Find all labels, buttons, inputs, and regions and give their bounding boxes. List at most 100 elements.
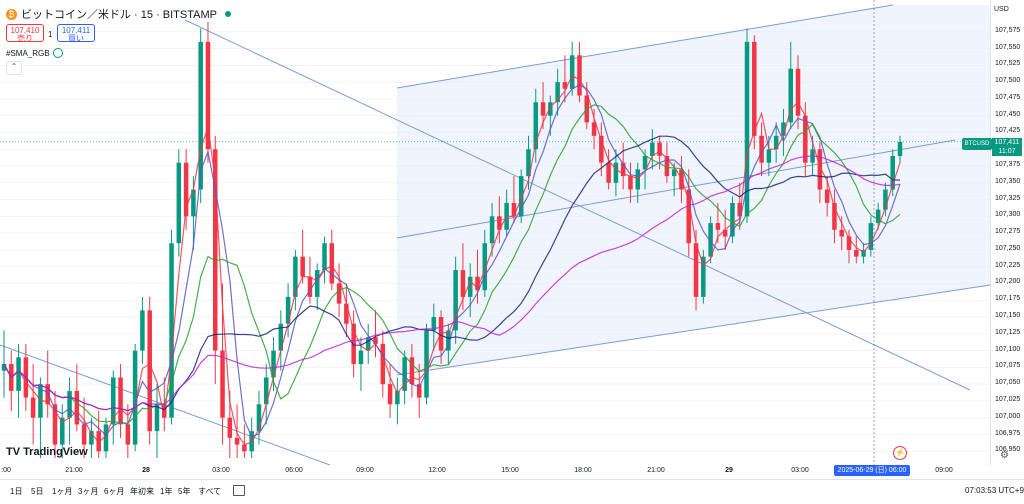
candle-body [285, 296, 291, 324]
price-tick: 107,125 [995, 328, 1021, 336]
candle-body [176, 162, 182, 244]
range-button[interactable]: 5日 [31, 487, 44, 496]
candle-body [96, 431, 101, 452]
bar-countdown: 11:07 [998, 148, 1016, 155]
candle-body [183, 162, 189, 217]
candle-body [555, 82, 560, 103]
time-tick: 29 [725, 467, 733, 474]
price-chart[interactable] [0, 0, 990, 465]
price-tick: 107,075 [995, 362, 1021, 370]
candle-body [533, 102, 539, 150]
indicator-name: #SMA_RGB [6, 48, 50, 58]
range-button[interactable]: 1ヶ月 [52, 487, 73, 496]
chart-area[interactable] [0, 0, 990, 465]
buy-button[interactable]: 107,411 買い [57, 24, 95, 43]
time-tick: 03:00 [791, 467, 809, 474]
candle-body [45, 384, 50, 405]
candle-body [453, 270, 458, 331]
candle-body [416, 384, 422, 398]
candle-body [883, 189, 888, 210]
range-button[interactable]: すべて [198, 487, 222, 496]
candle-body [212, 149, 218, 351]
range-button[interactable]: 年初来 [130, 487, 154, 496]
price-tick: 107,300 [995, 211, 1021, 219]
calendar-icon[interactable] [233, 485, 245, 496]
candle-body [38, 384, 43, 418]
candle-body [169, 243, 174, 418]
sell-button[interactable]: 107,410 売り [6, 24, 44, 43]
price-axis[interactable]: USD 107,575 107,550 107,525 107,500 107,475 1… [990, 0, 1024, 465]
candle-body [198, 41, 203, 190]
price-tick: 107,325 [995, 194, 1021, 202]
candle-body [402, 357, 407, 391]
time-tick: 15:00 [501, 467, 519, 474]
price-tick: 107,500 [995, 77, 1021, 85]
symbol-title[interactable]: ビットコイン／米ドル · 15 · BITSTAMP [21, 9, 217, 21]
trend-line [396, 4, 894, 89]
candle-body [271, 350, 276, 378]
crosshair-date: 2025-06-29 (日) [837, 467, 887, 474]
range-button[interactable]: 6ヶ月 [104, 487, 125, 496]
bolt-icon[interactable]: ⚡ [893, 446, 907, 460]
candle-body [16, 357, 21, 391]
time-tick: 18:00 [574, 467, 592, 474]
price-tick: 107,050 [995, 379, 1021, 387]
candle-body [293, 256, 298, 297]
candle-body [562, 82, 568, 89]
candle-body [482, 243, 488, 291]
settings-icon[interactable]: ⚙ [1000, 450, 1009, 461]
candle-body [278, 323, 284, 351]
time-tick: 21:00 [65, 467, 83, 474]
visibility-icon[interactable] [52, 48, 63, 58]
bottom-toolbar: 07:03:53 UTC+9 1日 5日 1ヶ月 3ヶ月 6ヶ月 年初来 1年 5年 すべて [0, 479, 1024, 504]
candle-body [147, 310, 152, 432]
candle-body [824, 189, 830, 203]
range-button[interactable]: 5年 [178, 487, 191, 496]
time-tick: 06:00 [285, 467, 303, 474]
clock[interactable]: 07:03:53 UTC+9 [965, 486, 1024, 495]
candle-body [336, 283, 342, 304]
candle-body [650, 142, 655, 156]
price-tick: 107,275 [995, 228, 1021, 236]
candle-body [620, 162, 626, 177]
tradingview-logo-icon: TV [6, 446, 21, 458]
candle-body [125, 424, 131, 445]
range-button[interactable]: 1年 [160, 487, 173, 496]
price-tick: 107,375 [995, 161, 1021, 169]
range-button[interactable]: 3ヶ月 [78, 487, 99, 496]
candle-body [111, 377, 116, 425]
spread: 1 [48, 30, 53, 39]
channel-fill [397, 5, 990, 375]
candle-body [628, 176, 633, 190]
candle-body [446, 330, 451, 351]
price-tick: 107,200 [995, 278, 1021, 286]
market-status-icon [224, 11, 231, 17]
candle-body [832, 202, 837, 230]
candle-body [52, 404, 58, 445]
candle-body [599, 135, 604, 163]
candle-body [737, 202, 742, 217]
candle-body [548, 102, 553, 116]
tradingview-logo[interactable]: TV TradingView [6, 446, 88, 458]
time-axis[interactable]: :00 21:00 28 03:00 06:00 09:00 12:00 15:00 18:00… [0, 465, 990, 479]
candle-body [540, 102, 546, 116]
candle-body [373, 337, 378, 344]
price-tick: 106,975 [995, 429, 1021, 437]
candle-body [577, 55, 582, 96]
candle-body [256, 404, 262, 432]
bitcoin-icon: ₿ [6, 8, 17, 20]
sell-price: 107,410 [10, 26, 40, 35]
price-tick: 107,425 [995, 127, 1021, 135]
indicator-legend[interactable]: #SMA_RGB [6, 48, 63, 58]
candle-body [708, 223, 713, 257]
collapse-legend-button[interactable]: ⌃ [6, 61, 22, 75]
candle-body [846, 236, 852, 250]
current-price: 107,411 [994, 139, 1020, 146]
candle-body [234, 437, 240, 445]
candle-body [606, 162, 611, 183]
candle-body [395, 390, 400, 405]
range-button[interactable]: 1日 [10, 487, 23, 496]
chart-legend: ₿ ビットコイン／米ドル · 15 · BITSTAMP [6, 6, 231, 22]
currency-label[interactable]: USD [994, 6, 1009, 13]
candle-body [686, 189, 692, 244]
